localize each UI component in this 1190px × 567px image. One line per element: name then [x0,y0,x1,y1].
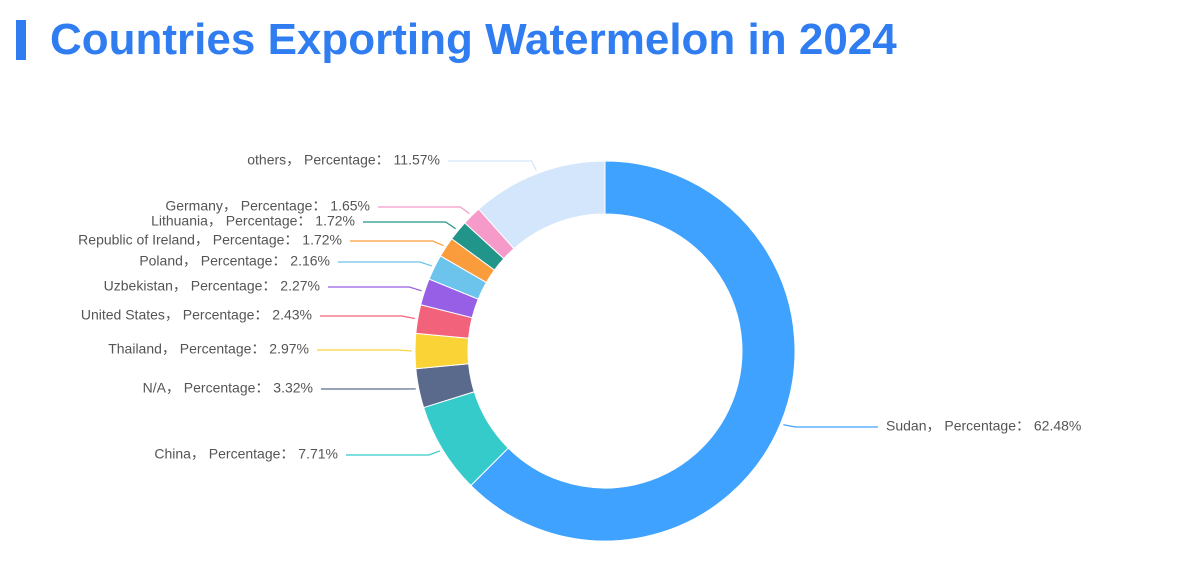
slice-sudan[interactable] [470,160,796,542]
donut-slices [414,160,796,542]
slice-labels: Sudan， Percentage： 62.48% China， Percenta… [78,152,1081,462]
label-germany: Germany， Percentage： 1.65% [165,198,370,214]
slice-others[interactable] [478,160,606,250]
label-leader-lines [317,160,878,456]
leader-others [448,160,537,171]
leader-united-states [320,315,415,320]
label-thailand: Thailand， Percentage： 2.97% [108,341,309,357]
label-china: China， Percentage： 7.71% [154,446,338,462]
label-poland: Poland， Percentage： 2.16% [139,253,330,269]
leader-lithuania [363,221,457,230]
leader-sudan [783,424,878,428]
leader-uzbekistan [328,286,422,292]
chart-header: Countries Exporting Watermelon in 2024 [0,0,1190,80]
label-others: others， Percentage： 11.57% [247,152,440,168]
leader-poland [338,261,432,267]
label-sudan: Sudan， Percentage： 62.48% [886,418,1081,434]
leader-germany [378,206,470,215]
leader-china [346,450,441,456]
label-united-states: United States， Percentage： 2.43% [81,307,312,323]
slice-thailand[interactable] [414,332,470,370]
label-republic-of-ireland: Republic of Ireland， Percentage： 1.72% [78,232,342,248]
title-accent-bar [16,20,26,60]
label-lithuania: Lithuania， Percentage： 1.72% [151,213,355,229]
leader-republic-of-ireland [350,240,444,247]
label-n-a: N/A， Percentage： 3.32% [143,380,313,396]
leader-thailand [317,349,413,352]
chart-title: Countries Exporting Watermelon in 2024 [50,15,897,64]
label-uzbekistan: Uzbekistan， Percentage： 2.27% [104,278,320,294]
